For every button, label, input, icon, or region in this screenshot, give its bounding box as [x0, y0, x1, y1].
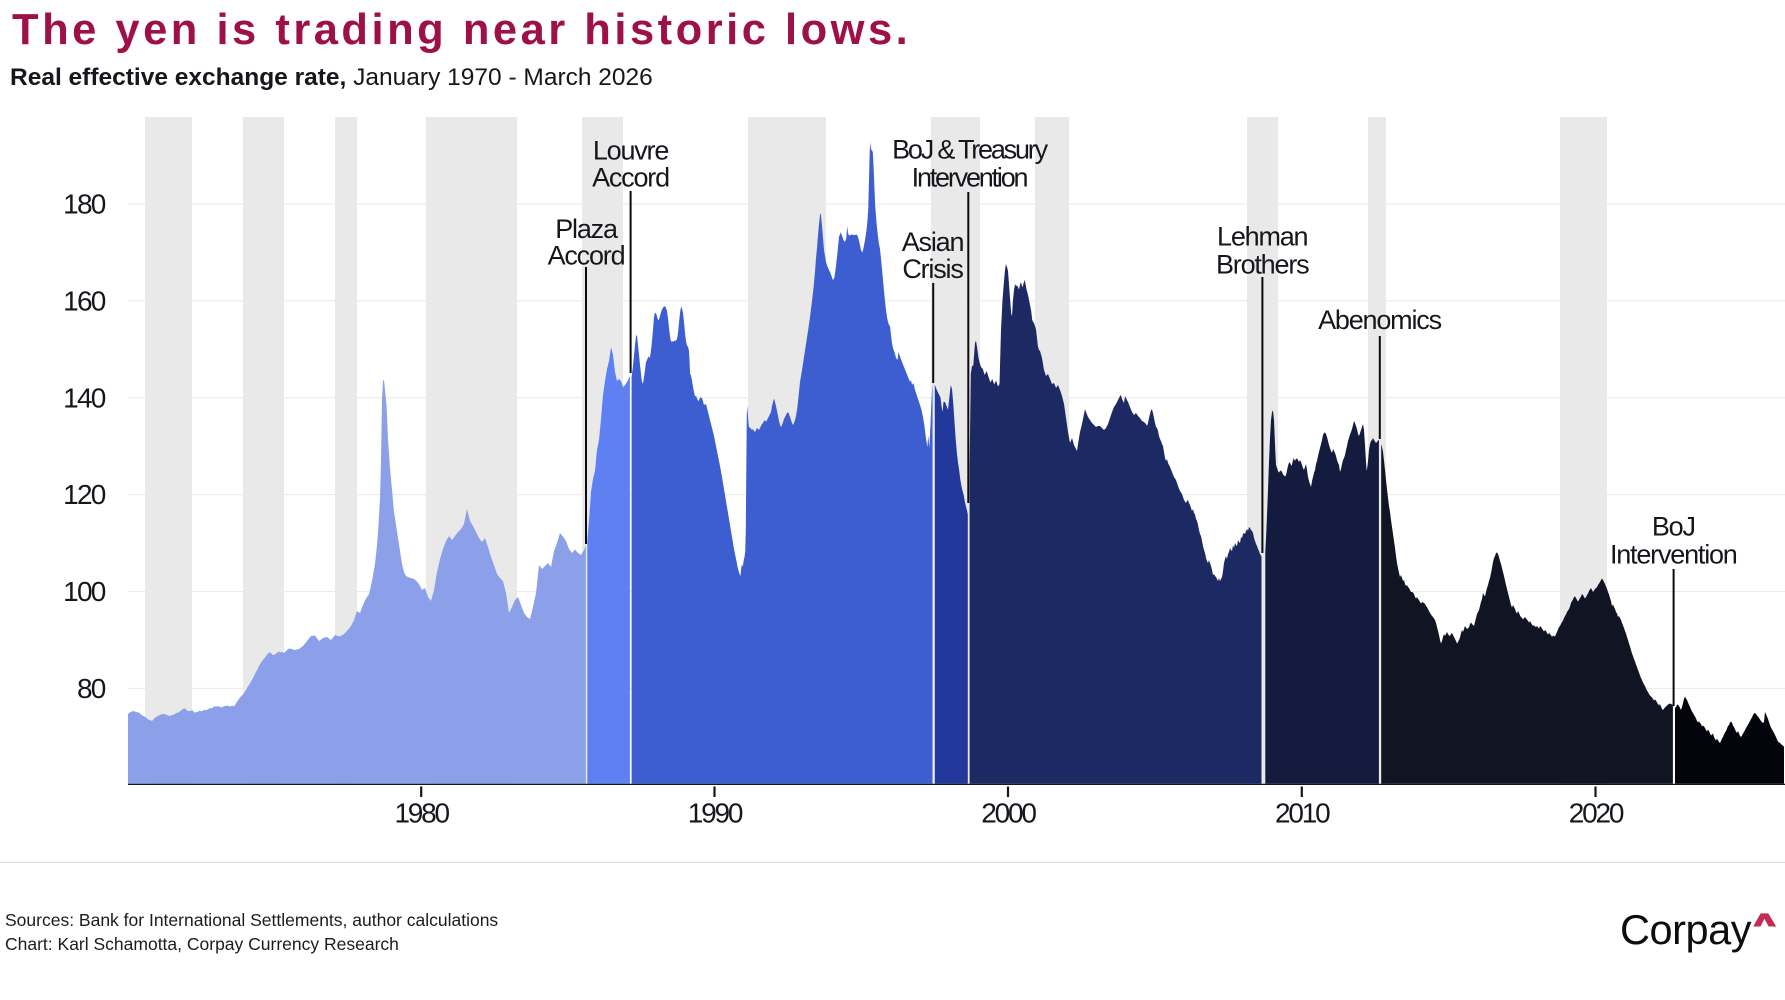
svg-text:Intervention: Intervention: [912, 163, 1028, 193]
svg-text:Crisis: Crisis: [902, 254, 963, 284]
svg-text:180: 180: [63, 189, 106, 220]
svg-text:Abenomics: Abenomics: [1318, 305, 1441, 335]
svg-text:2000: 2000: [981, 798, 1036, 829]
svg-text:2010: 2010: [1275, 798, 1330, 829]
svg-text:80: 80: [77, 673, 106, 704]
svg-text:Lehman: Lehman: [1217, 222, 1308, 252]
svg-text:BoJ & Treasury: BoJ & Treasury: [892, 134, 1048, 164]
svg-text:Accord: Accord: [592, 163, 669, 193]
svg-text:2020: 2020: [1569, 798, 1624, 829]
svg-text:100: 100: [63, 576, 106, 607]
svg-text:Louvre: Louvre: [593, 136, 669, 166]
svg-text:Plaza: Plaza: [555, 214, 619, 244]
svg-text:Accord: Accord: [548, 241, 625, 271]
svg-text:Intervention: Intervention: [1610, 540, 1737, 570]
svg-text:Corpay: Corpay: [1620, 906, 1752, 953]
svg-text:140: 140: [63, 382, 106, 413]
svg-text:Brothers: Brothers: [1216, 250, 1309, 280]
svg-text:1980: 1980: [394, 798, 449, 829]
svg-text:1990: 1990: [688, 798, 743, 829]
svg-text:120: 120: [63, 479, 106, 510]
svg-text:160: 160: [63, 285, 106, 316]
svg-text:BoJ: BoJ: [1652, 512, 1695, 542]
svg-text:Asian: Asian: [902, 227, 964, 257]
